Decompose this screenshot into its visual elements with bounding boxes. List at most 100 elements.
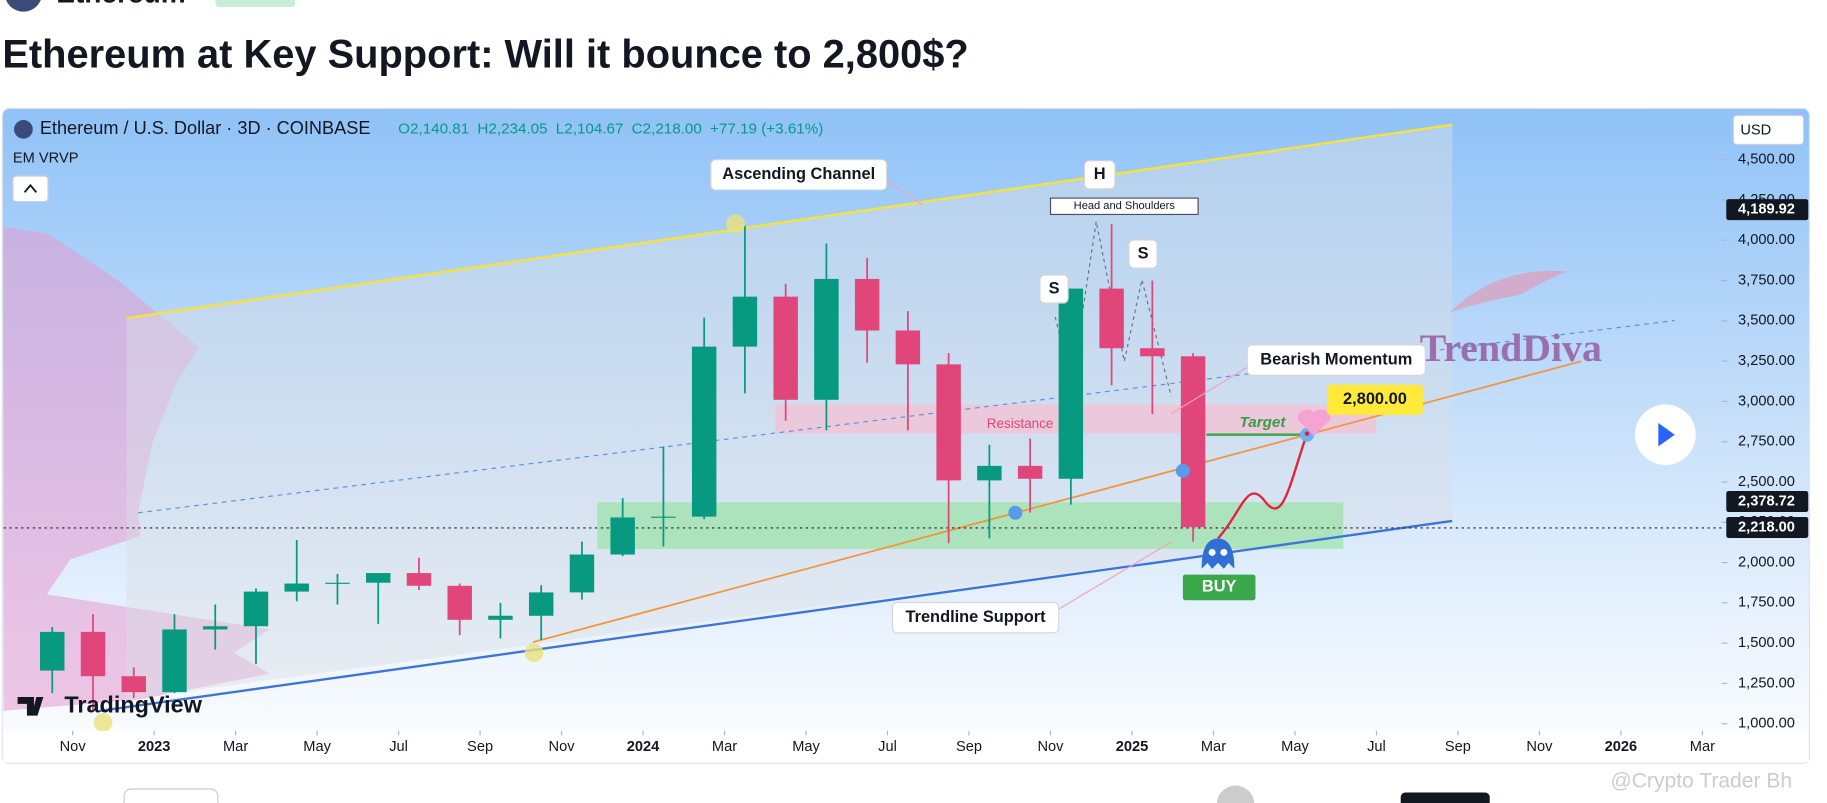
candle-body bbox=[732, 296, 758, 347]
x-tick-label: May bbox=[303, 739, 331, 755]
candle-body bbox=[203, 626, 228, 630]
heart bbox=[1297, 409, 1331, 436]
x-tick-label: Nov bbox=[1037, 739, 1064, 755]
candle-body bbox=[162, 629, 187, 693]
ohlc-value: H2,234.05 bbox=[477, 120, 547, 137]
collapse-icon bbox=[23, 183, 38, 193]
mascot bbox=[1201, 538, 1235, 569]
marker bbox=[93, 713, 113, 731]
idea-title: Ethereum at Key Support: Will it bounce … bbox=[2, 33, 968, 77]
candle-body bbox=[1058, 288, 1084, 479]
price-tag bbox=[1726, 199, 1809, 221]
candle-body bbox=[651, 516, 676, 518]
candle-body bbox=[488, 615, 513, 620]
y-tick-label: 4,000.00 bbox=[1738, 232, 1795, 248]
marker bbox=[1175, 463, 1190, 478]
collapse-button[interactable] bbox=[12, 175, 49, 203]
candle-body bbox=[895, 330, 921, 365]
annotation: S bbox=[1049, 279, 1060, 297]
y-tick-label: 1,250.00 bbox=[1738, 675, 1795, 691]
x-tick-label: Mar bbox=[1690, 739, 1715, 755]
ohlc-legend: O2,140.81 H2,234.05 L2,104.67 C2,218.00 +77.… bbox=[398, 120, 823, 137]
y-tick-label: 1,000.00 bbox=[1738, 716, 1795, 732]
price-tag-label: 4,189.92 bbox=[1738, 202, 1795, 218]
x-tick-label: Nov bbox=[60, 739, 87, 755]
ohlc-value: O2,140.81 bbox=[398, 120, 469, 137]
marker bbox=[524, 643, 544, 662]
candle-body bbox=[814, 278, 839, 400]
coin-icon bbox=[14, 120, 33, 139]
target-point bbox=[1304, 431, 1310, 436]
x-tick-label: Sep bbox=[1445, 739, 1471, 755]
annotation: Target bbox=[1240, 414, 1287, 431]
candles bbox=[40, 224, 1206, 712]
symbol: Ethereum / U.S. Dollar · 3D · COINBASE bbox=[40, 118, 371, 138]
status-pill bbox=[215, 0, 296, 7]
x-tick-label: Nov bbox=[549, 739, 576, 755]
play-icon bbox=[1658, 423, 1675, 447]
pointer bbox=[1170, 366, 1248, 415]
x-tick-label: Mar bbox=[223, 739, 248, 755]
mascot-eye bbox=[1208, 548, 1216, 556]
x-tick-label: Nov bbox=[1526, 739, 1553, 755]
y-tick-label: 4,500.00 bbox=[1738, 152, 1795, 168]
annotation-box bbox=[1039, 274, 1069, 304]
candle-body bbox=[528, 592, 554, 616]
coin-icon bbox=[6, 0, 41, 12]
candle-body bbox=[365, 573, 391, 583]
annotation-box bbox=[1246, 344, 1426, 376]
price-tag bbox=[1726, 516, 1809, 538]
candle-body bbox=[610, 517, 635, 555]
candle-body bbox=[569, 554, 595, 593]
marker bbox=[726, 214, 745, 234]
x-tick-label: Jul bbox=[389, 739, 408, 755]
target-box bbox=[1326, 384, 1423, 415]
brand-logo: TrendDiva bbox=[1420, 326, 1602, 370]
x-tick-label: May bbox=[792, 739, 820, 755]
annotation: Ascending Channel bbox=[722, 165, 875, 183]
candle-body bbox=[80, 631, 106, 677]
avatar bbox=[1216, 785, 1255, 803]
ohlc-value: +77.19 (+3.61%) bbox=[710, 120, 823, 137]
y-tick-label: 3,250.00 bbox=[1738, 353, 1795, 369]
y-tick-label: 3,500.00 bbox=[1738, 313, 1795, 329]
candle-body bbox=[325, 582, 350, 584]
candle-body bbox=[406, 573, 432, 586]
pointer bbox=[1053, 541, 1172, 613]
target-price: 2,800.00 bbox=[1343, 390, 1407, 408]
currency-box[interactable] bbox=[1732, 114, 1805, 146]
annotation-box bbox=[710, 159, 888, 191]
candle-body bbox=[243, 591, 269, 627]
footer-button[interactable] bbox=[123, 788, 219, 803]
tv-mark bbox=[17, 696, 44, 716]
candle-body bbox=[854, 278, 880, 331]
watermark: @Crypto Trader Bh bbox=[1610, 770, 1792, 793]
x-tick-label: 2026 bbox=[1605, 739, 1638, 755]
annotation-box bbox=[1083, 160, 1116, 190]
annotation: S bbox=[1138, 244, 1149, 262]
y-tick-label: 1,500.00 bbox=[1738, 635, 1795, 651]
plot-area bbox=[3, 123, 1722, 731]
volume-profile bbox=[3, 227, 270, 711]
candle-body bbox=[40, 631, 65, 671]
candle-body bbox=[691, 346, 717, 517]
currency: USD bbox=[1740, 122, 1771, 138]
candle-body bbox=[977, 465, 1002, 481]
annotation: Resistance bbox=[987, 416, 1054, 431]
y-tick-label: 3,000.00 bbox=[1738, 393, 1795, 409]
price-tag-label: 2,218.00 bbox=[1738, 519, 1795, 535]
ohlc-value: C2,218.00 bbox=[632, 120, 702, 137]
brand-hand bbox=[1449, 270, 1568, 313]
candle-body bbox=[121, 676, 146, 693]
x-tick-label: Mar bbox=[712, 739, 737, 755]
y-tick-label: 2,000.00 bbox=[1738, 554, 1795, 570]
annotation: Trendline Support bbox=[905, 608, 1046, 626]
mascot-eye bbox=[1220, 548, 1228, 556]
footer-button[interactable] bbox=[1400, 792, 1490, 803]
candle-body bbox=[284, 583, 309, 592]
x-tick-label: Mar bbox=[1201, 739, 1226, 755]
pointer bbox=[886, 180, 924, 206]
buy-box bbox=[1182, 574, 1256, 601]
